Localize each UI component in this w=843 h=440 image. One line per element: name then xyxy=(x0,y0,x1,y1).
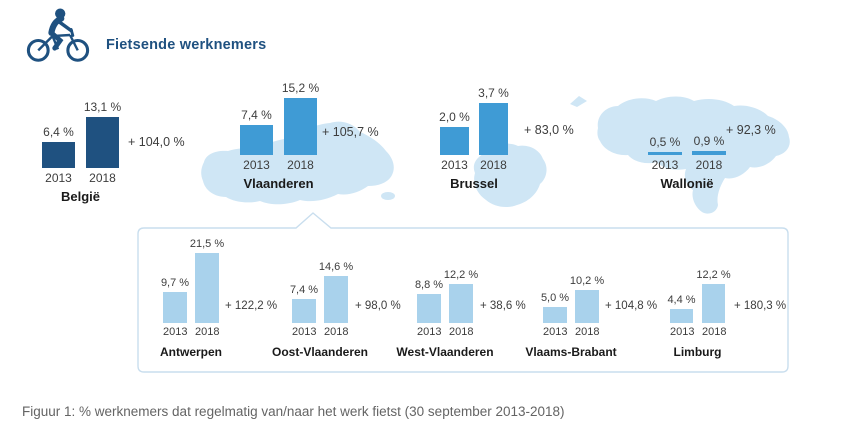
region-name: Vlaanderen xyxy=(243,176,314,191)
growth-label: + 98,0 % xyxy=(355,300,401,312)
bar-value-2013: 8,8 % xyxy=(414,279,444,291)
region-group-wallonië: 0,5 % 0,9 % 2013 2018 Wallonië + 92,3 % xyxy=(648,123,776,191)
region-name: West-Vlaanderen xyxy=(396,345,494,359)
year-label: 2018 xyxy=(695,158,723,172)
year-label: 2018 xyxy=(89,171,116,185)
year-label: 2013 xyxy=(45,171,72,185)
bar-value-2018: 10,2 % xyxy=(569,275,605,287)
growth-label: + 180,3 % xyxy=(734,300,787,312)
cyclist-icon xyxy=(24,6,92,69)
growth-label: + 38,6 % xyxy=(480,300,526,312)
map-wallonie xyxy=(597,96,790,214)
map-voeren xyxy=(381,192,395,200)
region-group-west-vlaanderen: 8,8 % 12,2 % 2013 2018 West-Vlaanderen + 38,6… xyxy=(396,269,525,359)
year-label: 2013 xyxy=(441,158,468,172)
year-label: 2013 xyxy=(417,326,442,338)
year-label: 2018 xyxy=(287,158,314,172)
bar-2018 xyxy=(324,276,348,323)
region-group-vlaams-brabant: 5,0 % 10,2 % 2013 2018 Vlaams-Brabant + 104,8… xyxy=(525,275,657,359)
growth-label: + 83,0 % xyxy=(524,123,574,137)
bar-value-2018: 12,2 % xyxy=(696,269,731,281)
year-label: 2013 xyxy=(292,326,317,338)
bar-value-2013: 2,0 % xyxy=(439,110,470,124)
bar-value-2018: 21,5 % xyxy=(189,238,225,250)
region-group-brussel: 2,0 % 3,7 % 2013 2018 Brussel + 83,0 % xyxy=(439,86,574,191)
region-name: Vlaams-Brabant xyxy=(525,345,617,359)
region-name: Limburg xyxy=(673,345,722,359)
bar-value-2013: 0,5 % xyxy=(649,135,681,149)
bar-2013 xyxy=(163,292,187,323)
region-group-antwerpen: 9,7 % 21,5 % 2013 2018 Antwerpen + 122,2 % xyxy=(160,238,277,359)
bar-value-2018: 14,6 % xyxy=(318,261,354,273)
bar-2013 xyxy=(240,125,273,155)
region-name: Oost-Vlaanderen xyxy=(271,345,369,359)
bar-2013 xyxy=(670,309,693,323)
bar-2018 xyxy=(86,117,119,168)
bar-2013 xyxy=(42,142,75,168)
bar-2018 xyxy=(195,253,219,323)
map-brussel xyxy=(473,143,547,208)
bar-2018 xyxy=(702,284,725,323)
region-name: België xyxy=(60,189,100,204)
bar-2018 xyxy=(575,290,599,323)
year-label: 2018 xyxy=(575,326,600,338)
growth-label: + 92,3 % xyxy=(726,123,776,137)
year-label: 2013 xyxy=(163,326,188,338)
year-label: 2013 xyxy=(243,158,270,172)
bar-value-2018: 0,9 % xyxy=(693,134,725,148)
year-label: 2013 xyxy=(670,326,695,338)
year-label: 2018 xyxy=(449,326,474,338)
bar-value-2013: 7,4 % xyxy=(241,108,272,122)
bar-value-2018: 12,2 % xyxy=(443,269,479,281)
bar-2013 xyxy=(543,307,567,323)
map-fragment xyxy=(570,96,587,107)
bar-2018 xyxy=(284,98,317,155)
year-label: 2013 xyxy=(543,326,568,338)
year-label: 2018 xyxy=(195,326,220,338)
growth-label: + 105,7 % xyxy=(322,125,379,139)
year-label: 2013 xyxy=(651,158,679,172)
region-name: Antwerpen xyxy=(160,345,223,359)
bar-value-2018: 15,2 % xyxy=(281,81,320,95)
bar-2013 xyxy=(292,299,316,323)
bar-value-2018: 13,1 % xyxy=(83,100,122,114)
year-label: 2018 xyxy=(324,326,349,338)
year-label: 2018 xyxy=(480,158,507,172)
region-name: Wallonië xyxy=(660,176,714,191)
bar-2013 xyxy=(440,127,469,155)
bar-value-2013: 7,4 % xyxy=(289,284,319,296)
figure-caption: Figuur 1: % werknemers dat regelmatig va… xyxy=(22,404,565,419)
bar-value-2013: 6,4 % xyxy=(43,125,74,139)
bar-value-2013: 4,4 % xyxy=(667,294,696,306)
region-group-belgië: 6,4 % 13,1 % 2013 2018 België + 104,0 % xyxy=(42,100,185,204)
bar-value-2013: 5,0 % xyxy=(540,292,570,304)
region-group-oost-vlaanderen: 7,4 % 14,6 % 2013 2018 Oost-Vlaanderen + 98,0… xyxy=(271,261,401,359)
bar-2018 xyxy=(479,103,508,155)
growth-label: + 122,2 % xyxy=(225,300,278,312)
region-name: Brussel xyxy=(450,176,498,191)
bar-2013 xyxy=(648,152,682,155)
bar-value-2018: 3,7 % xyxy=(478,86,509,100)
year-label: 2018 xyxy=(702,326,727,338)
bar-2018 xyxy=(692,151,726,155)
header: Fietsende werknemers xyxy=(24,6,266,69)
growth-label: + 104,0 % xyxy=(128,135,185,149)
region-group-vlaanderen: 7,4 % 15,2 % 2013 2018 Vlaanderen + 105,7 % xyxy=(240,81,379,191)
growth-label: + 104,8 % xyxy=(605,300,658,312)
page-title: Fietsende werknemers xyxy=(106,36,267,53)
bar-value-2013: 9,7 % xyxy=(160,277,190,289)
map-vlaanderen xyxy=(201,121,394,205)
bar-2013 xyxy=(417,294,441,323)
bar-2018 xyxy=(449,284,473,323)
region-group-limburg: 4,4 % 12,2 % 2013 2018 Limburg + 180,3 % xyxy=(667,269,786,359)
